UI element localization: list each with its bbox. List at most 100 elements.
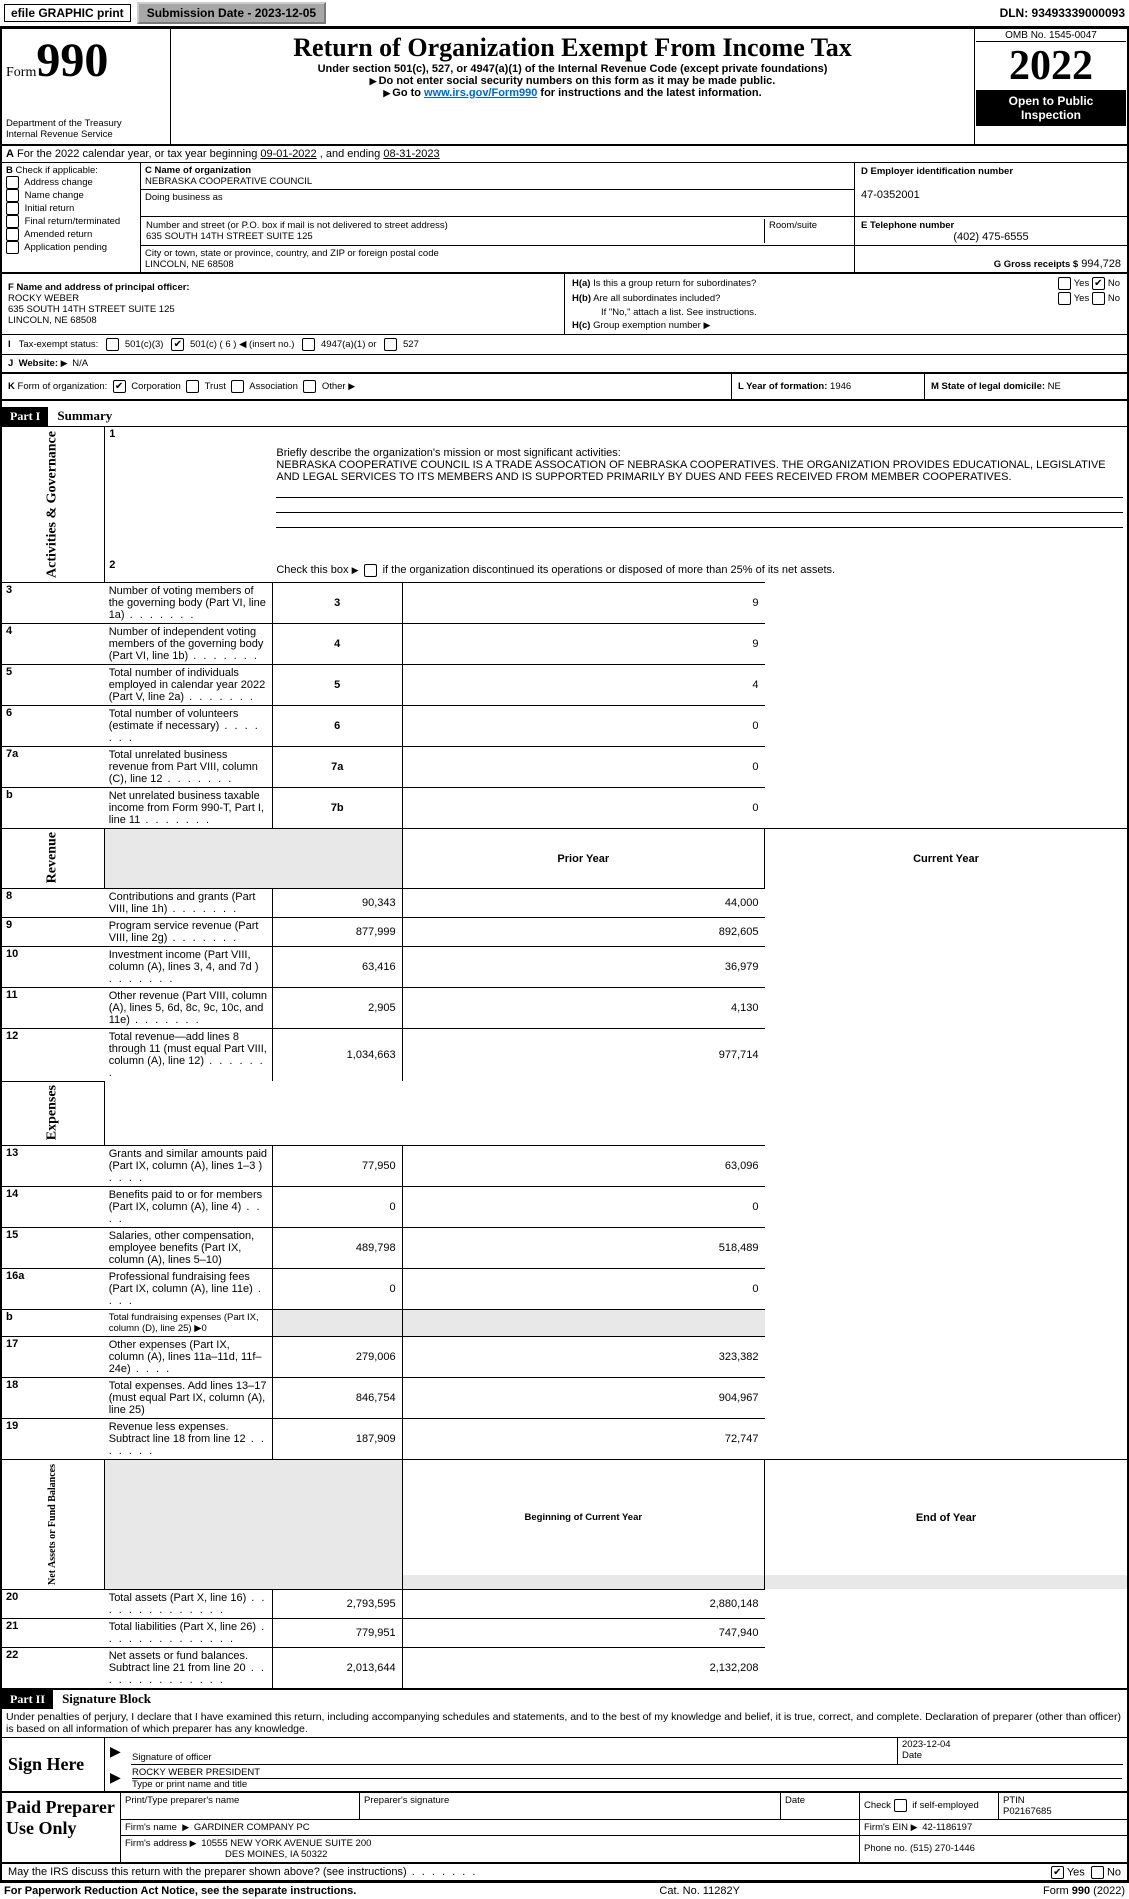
- m-label: M State of legal domicile:: [931, 381, 1045, 392]
- b-option-checkbox[interactable]: [6, 215, 19, 228]
- i-j-table: I Tax-exempt status: 501(c)(3) 501(c) ( …: [0, 335, 1129, 372]
- table-row: 20Total assets (Part X, line 16)2,793,59…: [1, 1589, 1128, 1618]
- f-label: F Name and address of principal officer:: [8, 282, 190, 293]
- gov-line-box: 6: [272, 705, 402, 746]
- i-o2-pre: 501(c) (: [190, 339, 225, 350]
- part1-title: Summary: [51, 408, 112, 423]
- hb-yes-checkbox[interactable]: [1058, 292, 1071, 305]
- i-501c-checkbox[interactable]: [171, 338, 184, 351]
- a-begin: 09-01-2022: [260, 148, 316, 160]
- hb-label: Are all subordinates included?: [593, 293, 720, 304]
- table-row: 9Program service revenue (Part VIII, lin…: [1, 918, 1128, 947]
- rev-prior: 90,343: [272, 889, 402, 918]
- exp-prior: 187,909: [272, 1419, 402, 1460]
- i-501c3-checkbox[interactable]: [106, 338, 119, 351]
- k-label: Form of organization:: [18, 381, 108, 392]
- prep-sig-label: Preparer's signature: [364, 1795, 449, 1806]
- gov-line-text: Number of independent voting members of …: [109, 626, 264, 662]
- table-row: 21Total liabilities (Part X, line 26)779…: [1, 1618, 1128, 1647]
- ptin-label: PTIN: [1003, 1795, 1025, 1806]
- gov-line-box: 3: [272, 582, 402, 623]
- exp-line-text: Grants and similar amounts paid (Part IX…: [109, 1148, 267, 1184]
- k-other-checkbox[interactable]: [303, 380, 316, 393]
- open-public-2: Inspection: [1021, 108, 1081, 122]
- pra-notice: For Paperwork Reduction Act Notice, see …: [4, 1885, 356, 1897]
- i-o1: 501(c)(3): [125, 339, 164, 350]
- signature-table: Sign Here Signature of officer 2023-12-0…: [0, 1737, 1129, 1793]
- hb-no-checkbox[interactable]: [1092, 292, 1105, 305]
- rev-line-text: Program service revenue (Part VIII, line…: [109, 920, 259, 944]
- table-row: 19Revenue less expenses. Subtract line 1…: [1, 1419, 1128, 1460]
- hc-label: Group exemption number: [593, 320, 701, 331]
- table-row: 11Other revenue (Part VIII, column (A), …: [1, 988, 1128, 1029]
- i-o2-post: ) ◀ (insert no.): [231, 339, 295, 350]
- gross-receipts: 994,728: [1081, 258, 1121, 270]
- paid-preparer-label: Paid Preparer Use Only: [6, 1797, 116, 1839]
- i-527-checkbox[interactable]: [384, 338, 397, 351]
- exp-prior: 279,006: [272, 1337, 402, 1378]
- table-row: 4Number of independent voting members of…: [1, 623, 1128, 664]
- k-o2: Trust: [205, 381, 226, 392]
- exp-current: 904,967: [402, 1378, 764, 1419]
- section-a-row: A For the 2022 calendar year, or tax yea…: [0, 146, 1129, 163]
- cat-number: Cat. No. 11282Y: [659, 1885, 740, 1897]
- exp-current: 518,489: [402, 1228, 764, 1269]
- part2-header: Part II Signature Block: [0, 1690, 1129, 1709]
- m-value: NE: [1048, 381, 1061, 392]
- ein-value: 47-0352001: [861, 189, 920, 201]
- k-corp-checkbox[interactable]: [113, 380, 126, 393]
- sig-name-val: ROCKY WEBER PRESIDENT: [132, 1767, 260, 1778]
- footer-form: Form 990 (2022): [1043, 1885, 1125, 1897]
- sig-name-label: Type or print name and title: [132, 1778, 1122, 1790]
- telephone-value: (402) 475-6555: [861, 231, 1121, 243]
- prep-check: Check if self-employed: [864, 1800, 979, 1811]
- gov-line-val: 0: [402, 746, 764, 787]
- entity-info-table: B Check if applicable: Address change Na…: [0, 163, 1129, 272]
- side-revenue: Revenue: [1, 828, 105, 888]
- b-option-checkbox[interactable]: [6, 228, 19, 241]
- d-label: D Employer identification number: [861, 166, 1013, 177]
- k-o3: Association: [249, 381, 298, 392]
- f-h-table: F Name and address of principal officer:…: [0, 272, 1129, 335]
- net-prior: 779,951: [272, 1618, 402, 1647]
- b-option-checkbox[interactable]: [6, 189, 19, 202]
- submission-date-button[interactable]: Submission Date - 2023-12-05: [137, 2, 326, 24]
- side-expenses: Expenses: [1, 1081, 105, 1145]
- table-row: 16aProfessional fundraising fees (Part I…: [1, 1269, 1128, 1310]
- exp-current: 72,747: [402, 1419, 764, 1460]
- gov-line-box: 4: [272, 623, 402, 664]
- exp-current: 0: [402, 1269, 764, 1310]
- gov-line-box: 5: [272, 664, 402, 705]
- form-prefix: Form: [6, 65, 36, 80]
- firm-phone: (515) 270-1446: [910, 1843, 975, 1854]
- rev-current: 44,000: [402, 889, 764, 918]
- discuss-no-checkbox[interactable]: [1091, 1866, 1104, 1879]
- discuss-yes-checkbox[interactable]: [1051, 1866, 1064, 1879]
- officer-city: LINCOLN, NE 68508: [8, 315, 97, 326]
- b-option-checkbox[interactable]: [6, 202, 19, 215]
- l7b-box: 7b: [272, 787, 402, 828]
- ha-yes-checkbox[interactable]: [1058, 277, 1071, 290]
- net-current: 747,940: [402, 1618, 764, 1647]
- ha-no-checkbox[interactable]: [1092, 277, 1105, 290]
- form-note-ssn: Do not enter social security numbers on …: [379, 75, 776, 87]
- b-option-checkbox[interactable]: [6, 241, 19, 254]
- self-employed-checkbox[interactable]: [894, 1799, 907, 1812]
- penalty-text: Under penalties of perjury, I declare th…: [0, 1709, 1129, 1737]
- exp-prior: 846,754: [272, 1378, 402, 1419]
- org-name: NEBRASKA COOPERATIVE COUNCIL: [145, 176, 312, 187]
- exp-line-text: Total expenses. Add lines 13–17 (must eq…: [109, 1380, 267, 1416]
- irs-link[interactable]: www.irs.gov/Form990: [424, 87, 537, 99]
- k-trust-checkbox[interactable]: [186, 380, 199, 393]
- org-address: 635 SOUTH 14TH STREET SUITE 125: [146, 231, 313, 242]
- table-row: 10Investment income (Part VIII, column (…: [1, 947, 1128, 988]
- b-option: Address change: [6, 176, 136, 189]
- l2-checkbox[interactable]: [364, 564, 377, 577]
- i-4947-checkbox[interactable]: [302, 338, 315, 351]
- b-option-checkbox[interactable]: [6, 176, 19, 189]
- table-row: 15Salaries, other compensation, employee…: [1, 1228, 1128, 1269]
- k-assoc-checkbox[interactable]: [231, 380, 244, 393]
- side-governance: Activities & Governance: [1, 427, 105, 583]
- l7b-text: Net unrelated business taxable income fr…: [109, 790, 264, 826]
- table-row: bTotal fundraising expenses (Part IX, co…: [1, 1310, 1128, 1337]
